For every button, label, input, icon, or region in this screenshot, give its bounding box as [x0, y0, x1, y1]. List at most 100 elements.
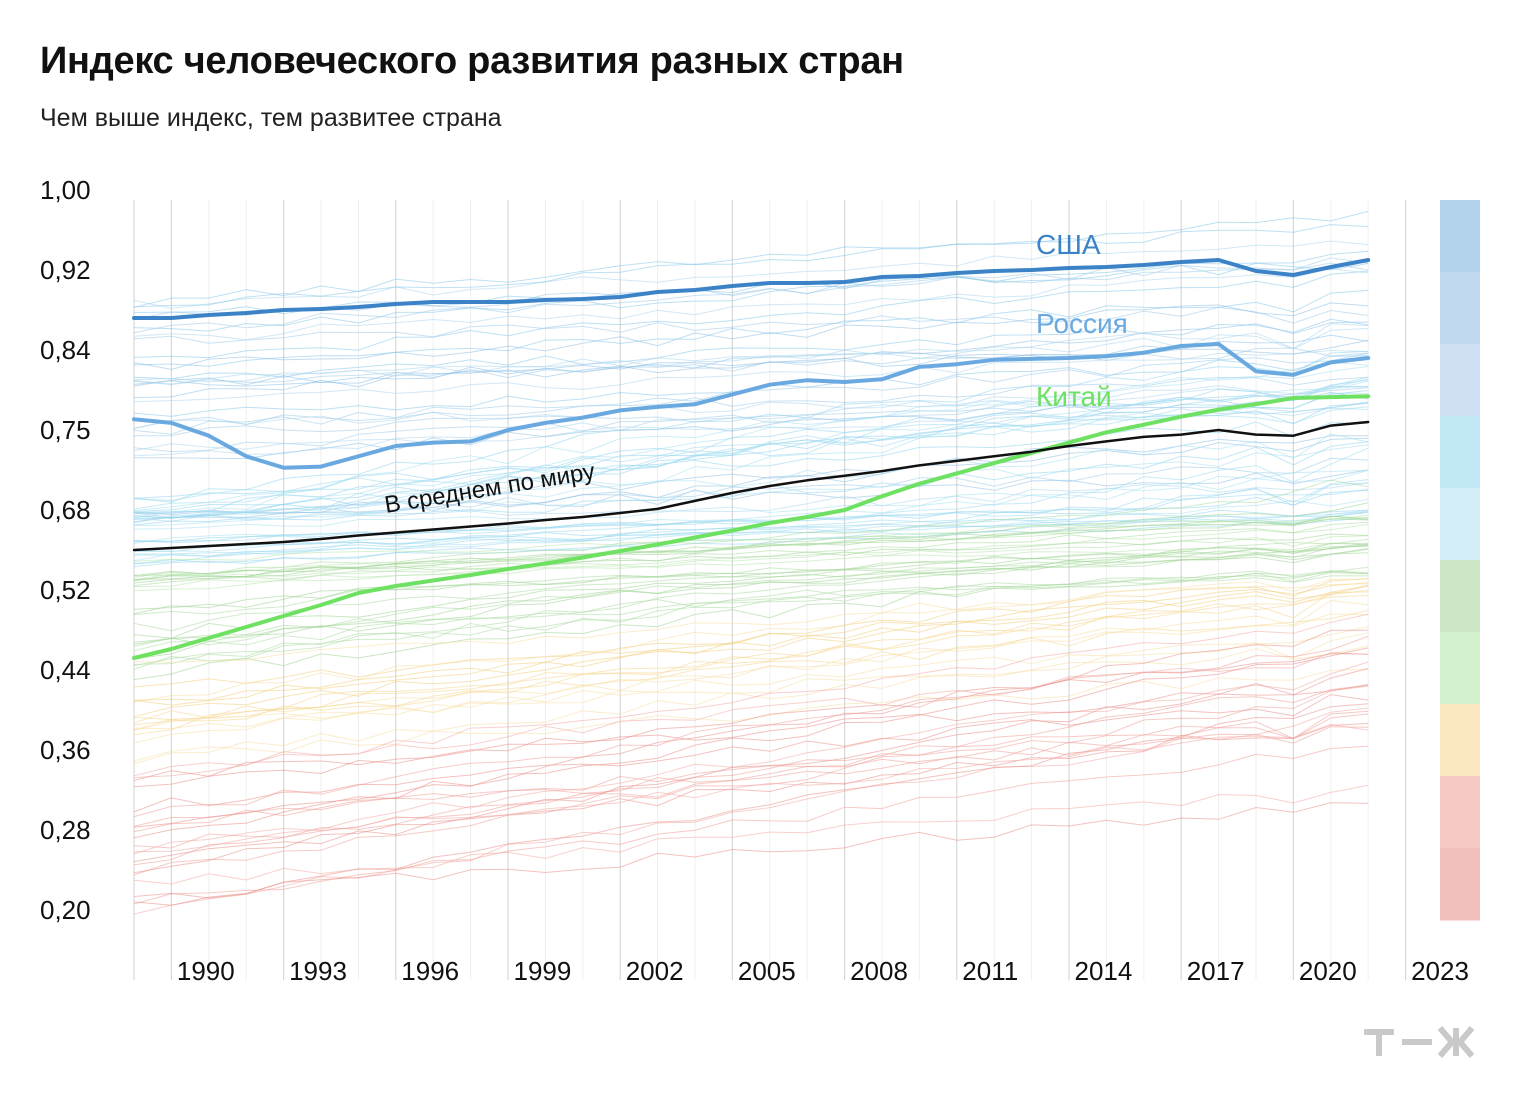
country-line: [133, 710, 1369, 833]
country-line: [133, 482, 1369, 522]
country-line: [133, 517, 1369, 565]
x-tick-label: 2005: [738, 956, 796, 986]
country-line: [133, 347, 1369, 386]
country-line: [133, 378, 1369, 457]
legend-swatch: [1440, 848, 1480, 921]
country-line: [133, 390, 1369, 519]
country-line: [133, 514, 1369, 562]
legend-swatch: [1440, 560, 1480, 633]
y-tick-label: 1,00: [40, 175, 91, 205]
chart-title: Индекс человеческого развития разных стр…: [40, 40, 904, 82]
country-line: [133, 578, 1369, 703]
series-line: [132, 420, 1370, 552]
country-line: [133, 610, 1369, 726]
country-line: [133, 224, 1369, 308]
country-line: [133, 323, 1369, 385]
country-line: [133, 392, 1369, 527]
x-tick-label: 2020: [1299, 956, 1357, 986]
country-line: [133, 653, 1369, 788]
country-line: [133, 685, 1369, 876]
legend-swatch: [1440, 488, 1480, 561]
country-line: [133, 376, 1369, 513]
y-tick-label: 0,28: [40, 815, 91, 845]
country-line: [133, 726, 1369, 827]
country-line: [133, 270, 1369, 359]
country-line: [133, 488, 1369, 542]
country-line: [133, 521, 1369, 587]
x-tick-label: 1990: [177, 956, 235, 986]
country-line: [133, 802, 1369, 899]
country-line: [133, 591, 1369, 724]
country-line: [133, 544, 1369, 639]
country-line: [133, 647, 1369, 828]
country-line: [133, 694, 1369, 813]
country-line: [133, 635, 1369, 818]
country-line: [133, 391, 1369, 460]
country-line: [133, 387, 1369, 453]
country-line: [133, 542, 1369, 647]
y-tick-label: 0,20: [40, 895, 91, 925]
series-line: [132, 258, 1371, 320]
country-line: [133, 594, 1369, 735]
x-tick-label: 1996: [401, 956, 459, 986]
series-line: [132, 342, 1371, 470]
series-line: [132, 394, 1371, 660]
country-line: [133, 376, 1369, 429]
country-line: [133, 318, 1369, 380]
x-tick-label: 2017: [1187, 956, 1245, 986]
chart-subtitle: Чем выше индекс, тем развитее страна: [40, 104, 502, 132]
country-line: [133, 361, 1369, 511]
country-line: [133, 723, 1369, 855]
country-line: [133, 632, 1369, 765]
country-line: [133, 469, 1369, 530]
country-background-lines: [133, 210, 1369, 915]
country-line: [133, 584, 1369, 688]
x-tick-label: 1999: [514, 956, 572, 986]
country-line: [133, 517, 1369, 581]
series-label: Россия: [1036, 308, 1128, 339]
country-line: [133, 523, 1369, 592]
country-line: [133, 433, 1369, 519]
country-line: [133, 542, 1369, 587]
country-line: [133, 518, 1369, 577]
y-tick-label: 0,75: [40, 415, 91, 445]
country-line: [133, 533, 1369, 582]
country-line: [133, 599, 1369, 744]
country-line: [133, 403, 1369, 499]
x-tick-label: 2008: [850, 956, 908, 986]
country-line: [133, 406, 1369, 502]
country-line: [133, 570, 1369, 652]
country-line: [133, 321, 1369, 398]
country-line: [133, 339, 1369, 387]
country-line: [133, 684, 1369, 781]
country-line: [133, 585, 1369, 701]
country-line: [133, 289, 1369, 367]
legend-swatch: [1440, 632, 1480, 705]
country-line: [133, 502, 1369, 584]
legend-swatch: [1440, 776, 1480, 849]
y-tick-label: 0,36: [40, 735, 91, 765]
country-line: [133, 262, 1369, 315]
highlighted-series-lines: [132, 258, 1371, 660]
y-tick-label: 0,68: [40, 495, 91, 525]
x-tick-label: 2014: [1075, 956, 1133, 986]
country-line: [133, 552, 1369, 645]
country-line: [133, 479, 1369, 578]
tzh-logo-icon: [1364, 1026, 1475, 1058]
country-line: [133, 668, 1369, 762]
x-tick-label: 2011: [962, 956, 1018, 986]
legend-swatch: [1440, 200, 1480, 273]
country-line: [133, 547, 1369, 665]
country-line: [133, 444, 1369, 519]
country-line: [133, 334, 1369, 387]
country-line: [133, 589, 1369, 721]
y-tick-label: 0,44: [40, 655, 91, 685]
country-line: [133, 723, 1369, 863]
country-line: [133, 545, 1369, 632]
country-line: [133, 386, 1369, 430]
country-line: [133, 544, 1369, 610]
country-line: [133, 511, 1369, 553]
country-line: [133, 268, 1369, 341]
country-line: [133, 668, 1369, 874]
